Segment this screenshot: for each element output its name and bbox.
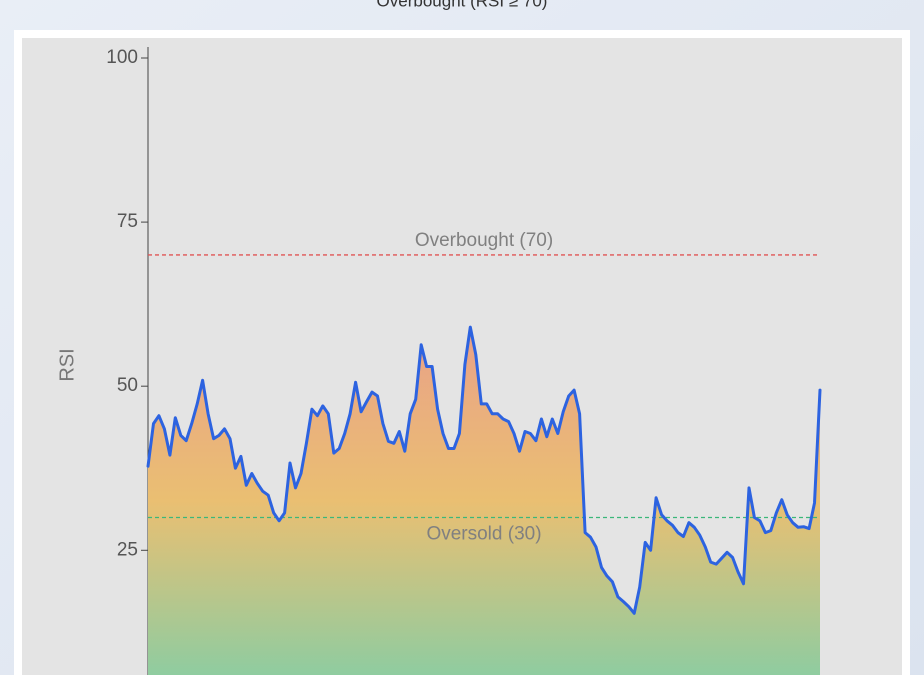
chart-title: Overbought (RSI ≥ 70) [377, 0, 548, 10]
y-axis-label: RSI [56, 348, 78, 381]
y-tick-label: 75 [117, 211, 138, 232]
y-tick-label: 50 [117, 375, 138, 396]
y-tick-label: 25 [117, 539, 138, 560]
rsi-line [146, 325, 822, 615]
y-tick-label: 100 [106, 47, 138, 68]
reference-label: Overbought (70) [415, 230, 553, 251]
reference-label: Oversold (30) [426, 523, 541, 544]
